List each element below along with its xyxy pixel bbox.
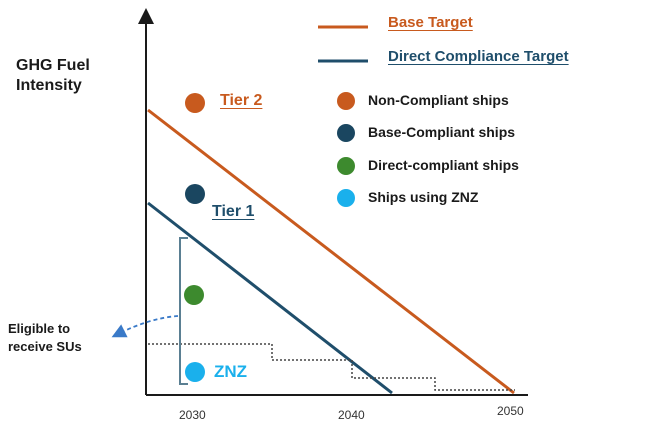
legend-znz-dot bbox=[337, 189, 355, 207]
legend-non-compliant-dot bbox=[337, 92, 355, 110]
x-tick-2040: 2040 bbox=[338, 408, 365, 422]
legend-znz-label: Ships using ZNZ bbox=[368, 189, 479, 205]
legend-base-compliant-dot bbox=[337, 124, 355, 142]
eligible-label: Eligible to receive SUs bbox=[8, 321, 82, 354]
legend-direct-compliant-dot bbox=[337, 157, 355, 175]
direct-compliant-ship-dot bbox=[184, 285, 204, 305]
tier2-label: Tier 2 bbox=[220, 92, 263, 109]
eligible-bracket bbox=[179, 237, 188, 385]
legend-direct-target-label: Direct Compliance Target bbox=[388, 48, 569, 65]
legend-base-target-label: Base Target bbox=[388, 14, 473, 31]
tier2-ship-dot bbox=[185, 93, 205, 113]
x-tick-2030: 2030 bbox=[179, 408, 206, 422]
znz-ship-dot bbox=[185, 362, 205, 382]
znz-stepped-line bbox=[148, 343, 515, 391]
tier1-label: Tier 1 bbox=[212, 203, 255, 220]
znz-label: ZNZ bbox=[214, 362, 248, 381]
eligible-arrow bbox=[111, 315, 179, 338]
legend-base-compliant-label: Base-Compliant ships bbox=[368, 124, 516, 140]
legend-direct-compliant-label: Direct-compliant ships bbox=[368, 157, 519, 173]
tier1-ship-dot bbox=[185, 184, 205, 204]
x-tick-2050: 2050 bbox=[497, 404, 524, 418]
y-axis-label: GHG Fuel Intensity bbox=[16, 57, 90, 94]
legend-non-compliant-label: Non-Compliant ships bbox=[368, 92, 509, 108]
base-target-line bbox=[147, 108, 515, 395]
